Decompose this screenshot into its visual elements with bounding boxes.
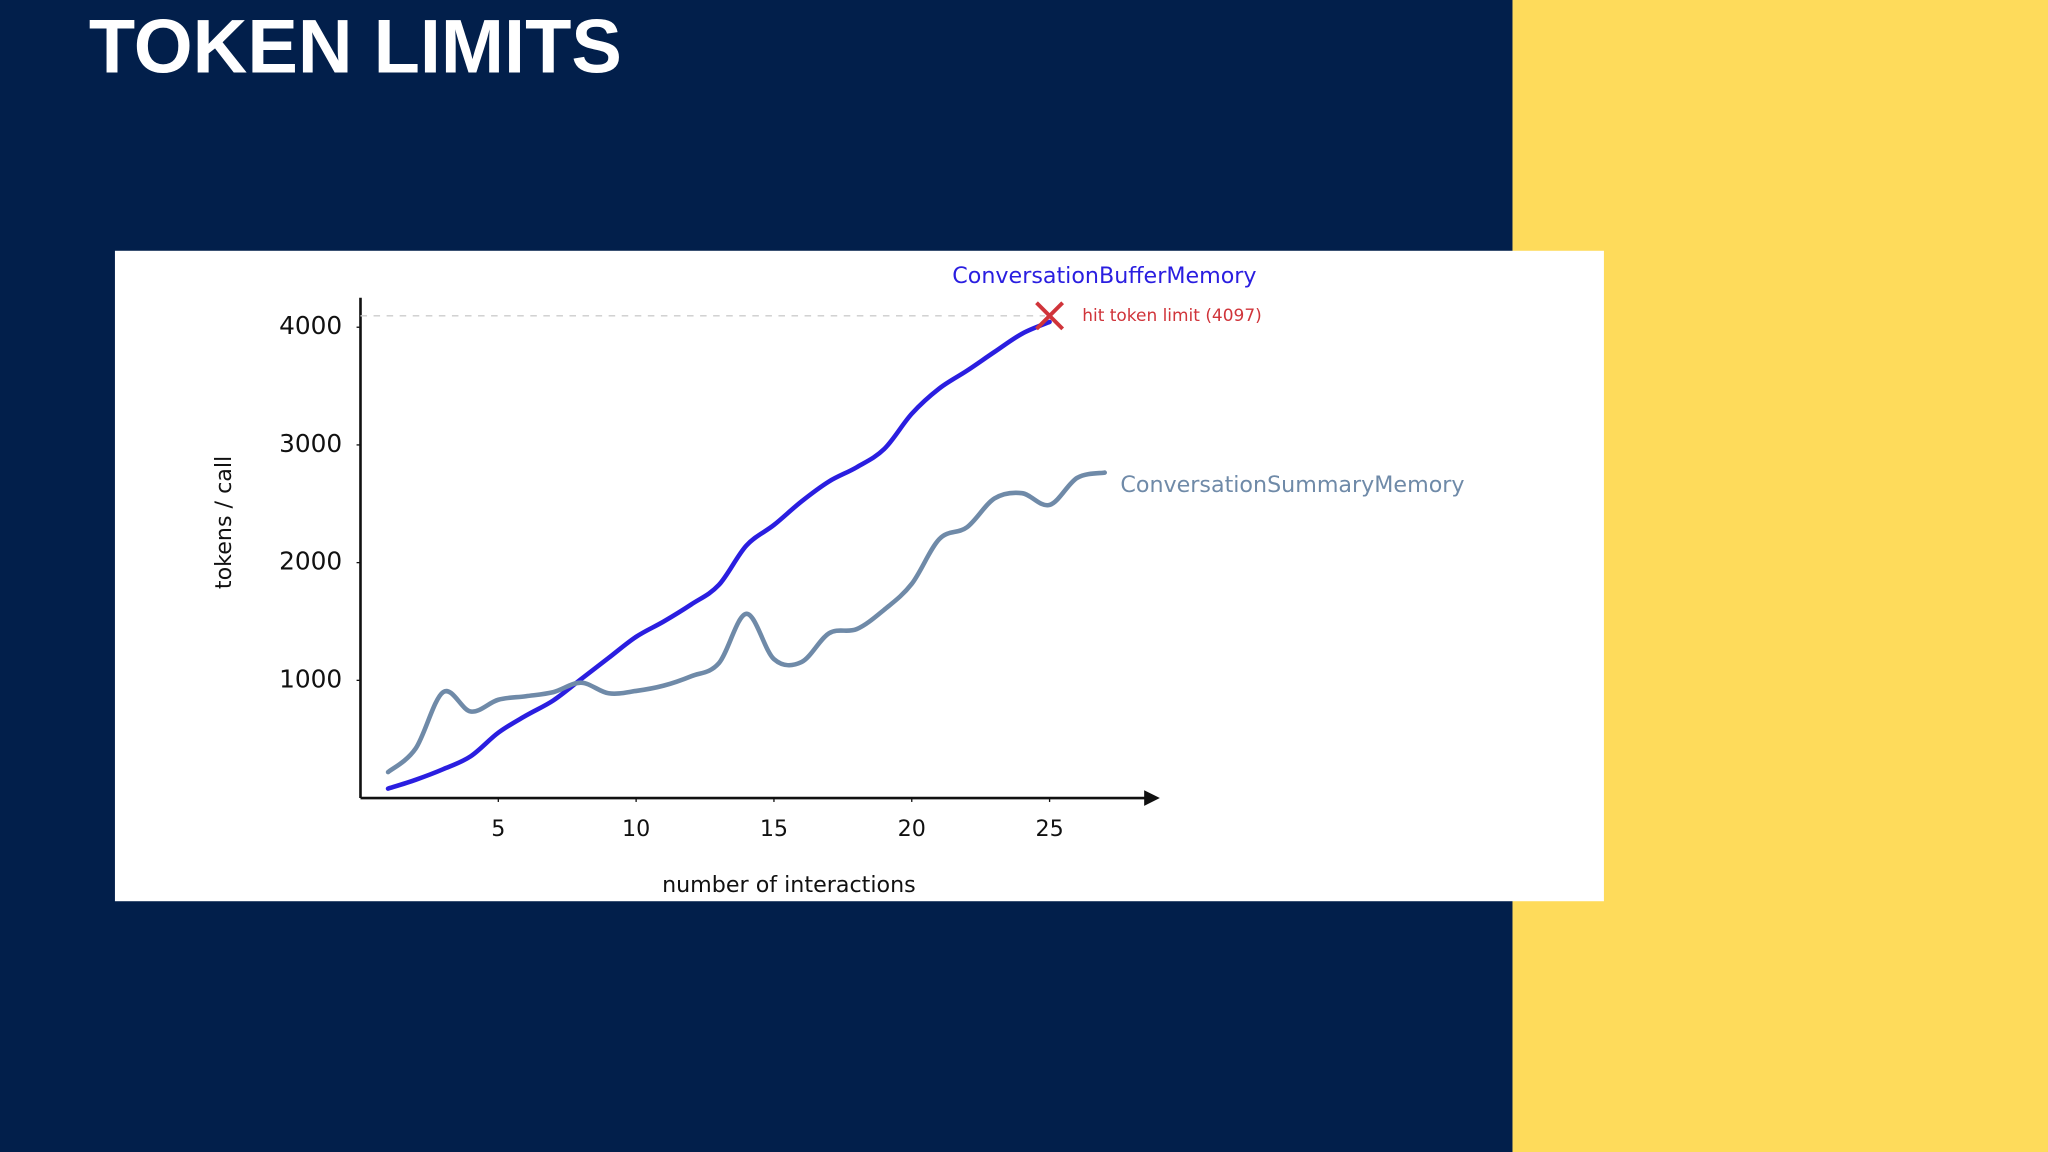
- slide-title: TOKEN LIMITS: [89, 4, 622, 89]
- y-tick-label: 4000: [279, 311, 342, 340]
- y-axis-label: tokens / call: [211, 456, 237, 589]
- series-line: [385, 470, 1107, 775]
- chart-panel: [114, 250, 1604, 902]
- series-line: [385, 319, 1052, 791]
- x-axis-label: number of interactions: [662, 872, 916, 898]
- x-tick-label: 25: [1035, 816, 1063, 842]
- x-tick-label: 5: [491, 816, 505, 842]
- y-tick-label: 2000: [279, 547, 342, 576]
- x-tick-label: 15: [760, 816, 788, 842]
- limit-marker: [1035, 301, 1065, 331]
- x-tick-label: 20: [898, 816, 926, 842]
- series-label: ConversationBufferMemory: [952, 263, 1256, 289]
- y-tick-label: 1000: [279, 664, 342, 693]
- x-tick-label: 10: [622, 816, 650, 842]
- x-axis-arrow: [1144, 790, 1160, 806]
- series-label: ConversationSummaryMemory: [1120, 472, 1464, 498]
- annotation: hit token limit (4097): [1082, 306, 1262, 326]
- y-tick-label: 3000: [279, 429, 342, 458]
